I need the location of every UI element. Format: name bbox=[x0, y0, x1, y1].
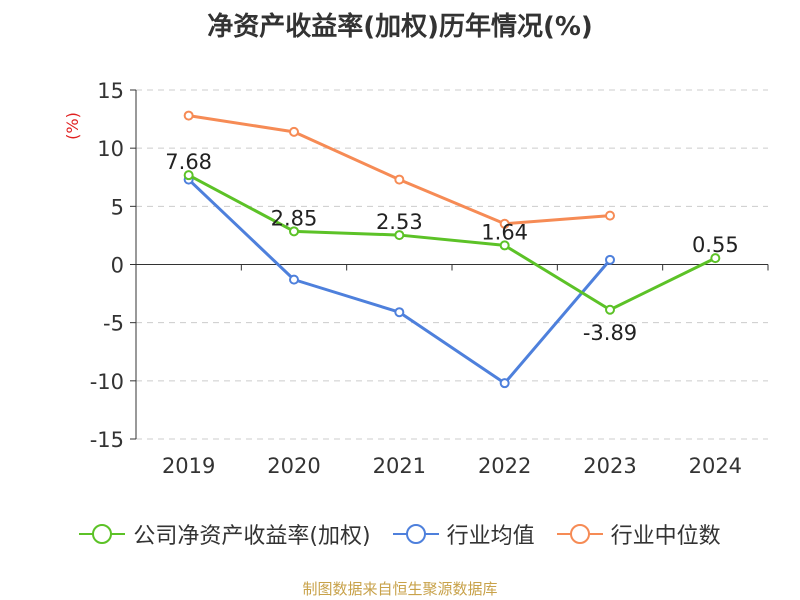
series-line-0 bbox=[187, 173, 716, 312]
legend-label-industry-median: 行业中位数 bbox=[610, 524, 721, 549]
label-layer: 7.68 2.85 2.53 1.64 -3.89 0.55 bbox=[165, 150, 738, 345]
y-tick-label--10: -10 bbox=[90, 370, 124, 394]
legend-item-industry-median[interactable]: 行业中位数 bbox=[556, 518, 721, 550]
series-0-point-2019 bbox=[183, 170, 194, 181]
legend-item-industry-mean[interactable]: 行业均值 bbox=[392, 518, 535, 550]
series-1-point-2022 bbox=[499, 378, 510, 389]
y-axis-unit-label: (%) bbox=[63, 112, 82, 140]
series-2-point-2021 bbox=[394, 174, 405, 185]
x-tick-label-2023: 2023 bbox=[583, 454, 636, 478]
x-tick-label-2021: 2021 bbox=[373, 454, 426, 478]
series-0-point-2023 bbox=[605, 304, 615, 315]
legend-label-industry-mean: 行业均值 bbox=[446, 524, 535, 549]
x-tick-label-2020: 2020 bbox=[267, 454, 320, 478]
y-tick-label--15: -15 bbox=[90, 428, 124, 452]
axis-layer: -15 -10 -5 0 5 10 15 2019 2020 2021 2022 2023 2024 (%… bbox=[63, 79, 769, 478]
legend-swatch-industry-mean-icon bbox=[392, 524, 439, 544]
series-1-point-2021 bbox=[394, 307, 405, 318]
series-0-point-2021 bbox=[394, 230, 405, 241]
data-label-2024: 0.55 bbox=[692, 233, 739, 257]
data-label-2020: 2.85 bbox=[271, 206, 318, 230]
series-0-point-2022 bbox=[499, 240, 510, 251]
series-2-point-2023 bbox=[605, 210, 615, 221]
x-tick-label-2024: 2024 bbox=[689, 454, 742, 478]
series-layer bbox=[183, 110, 721, 389]
chart-title: 净资产收益率(加权)历年情况(%) bbox=[207, 12, 593, 42]
data-label-2023: -3.89 bbox=[583, 321, 637, 345]
y-tick-label-10: 10 bbox=[97, 137, 124, 161]
data-label-2021: 2.53 bbox=[376, 210, 423, 234]
y-tick-label--5: -5 bbox=[103, 312, 124, 336]
x-tick-label-2019: 2019 bbox=[162, 454, 215, 478]
y-tick-label-15: 15 bbox=[97, 79, 124, 103]
series-2-point-2020 bbox=[289, 126, 299, 137]
x-tick-label-2022: 2022 bbox=[478, 454, 531, 478]
data-label-2019: 7.68 bbox=[165, 150, 212, 174]
legend: 公司净资产收益率(加权) 行业均值 行业中位数 bbox=[0, 518, 800, 550]
series-0-point-2020 bbox=[289, 226, 299, 237]
y-tick-label-5: 5 bbox=[111, 195, 124, 219]
legend-swatch-company-icon bbox=[79, 524, 126, 544]
source-note: 制图数据来自恒生聚源数据库 bbox=[302, 580, 498, 598]
series-1-point-2020 bbox=[289, 274, 299, 285]
series-2-point-2019 bbox=[183, 110, 194, 121]
legend-swatch-industry-median-icon bbox=[556, 524, 603, 544]
y-tick-label-0: 0 bbox=[111, 254, 124, 278]
series-2-point-2022 bbox=[499, 218, 510, 229]
legend-label-company: 公司净资产收益率(加权) bbox=[133, 524, 371, 549]
series-1-point-2023 bbox=[605, 254, 615, 265]
series-0-point-2024 bbox=[710, 253, 721, 264]
data-label-2022: 1.64 bbox=[481, 220, 528, 244]
legend-item-company[interactable]: 公司净资产收益率(加权) bbox=[79, 518, 371, 550]
